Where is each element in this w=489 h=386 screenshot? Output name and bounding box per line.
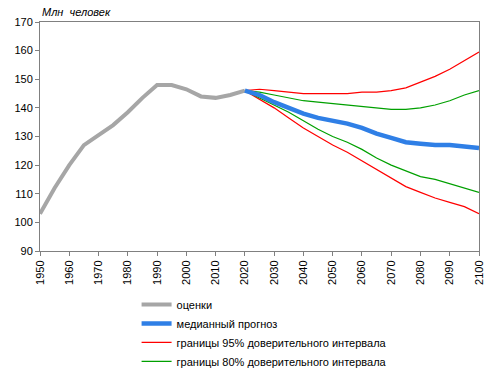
svg-text:2070: 2070 <box>385 260 397 284</box>
svg-text:1990: 1990 <box>151 260 163 284</box>
svg-text:170: 170 <box>14 16 32 28</box>
svg-text:оценки: оценки <box>177 299 212 311</box>
svg-text:1980: 1980 <box>121 260 133 284</box>
svg-text:2100: 2100 <box>473 260 485 284</box>
svg-text:120: 120 <box>14 159 32 171</box>
svg-text:Млн человек: Млн человек <box>42 6 111 18</box>
svg-text:1950: 1950 <box>34 260 46 284</box>
svg-text:2030: 2030 <box>268 260 280 284</box>
svg-text:130: 130 <box>14 130 32 142</box>
svg-text:1960: 1960 <box>63 260 75 284</box>
svg-text:2020: 2020 <box>238 260 250 284</box>
svg-text:границы 95% доверительного инт: границы 95% доверительного интервала <box>177 337 387 349</box>
svg-text:2050: 2050 <box>326 260 338 284</box>
svg-text:медианный прогноз: медианный прогноз <box>177 318 278 330</box>
svg-text:2060: 2060 <box>356 260 368 284</box>
svg-text:90: 90 <box>21 245 33 257</box>
svg-text:150: 150 <box>14 73 32 85</box>
svg-text:110: 110 <box>15 188 33 200</box>
svg-text:2080: 2080 <box>414 260 426 284</box>
svg-text:2090: 2090 <box>443 260 455 284</box>
svg-text:2000: 2000 <box>180 260 192 284</box>
svg-text:140: 140 <box>14 102 32 114</box>
svg-text:160: 160 <box>14 44 32 56</box>
svg-text:1970: 1970 <box>92 260 104 284</box>
svg-text:100: 100 <box>14 216 32 228</box>
svg-text:2040: 2040 <box>297 260 309 284</box>
svg-text:границы 80% доверительного инт: границы 80% доверительного интервала <box>177 356 387 368</box>
svg-text:2010: 2010 <box>209 260 221 284</box>
